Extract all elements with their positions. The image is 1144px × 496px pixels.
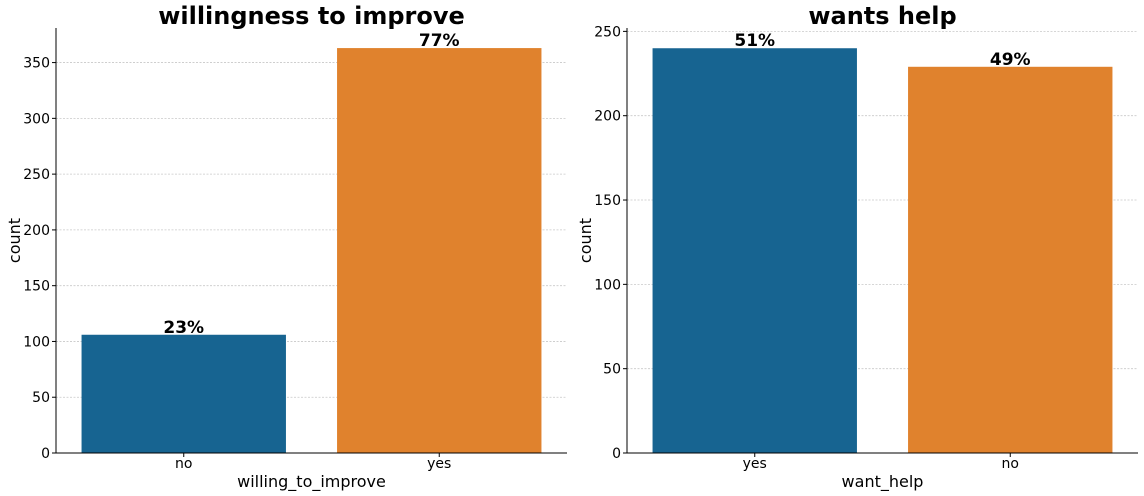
chart-title: willingness to improve: [158, 2, 465, 30]
y-tick-label: 150: [23, 279, 50, 295]
chart-title: wants help: [808, 2, 956, 30]
chart-wants-help: 51% yes 49% no 0 50 100 150 200 250 wants help want…: [576, 2, 1138, 492]
bar-no: [81, 334, 286, 453]
bar-label-yes: 51%: [734, 31, 775, 51]
y-tick-label: 200: [23, 223, 50, 239]
y-tick-label: 250: [594, 24, 621, 40]
bar-label-no: 49%: [990, 50, 1031, 70]
bar-yes: [337, 48, 542, 454]
bar-label-no: 23%: [163, 318, 204, 338]
y-tick-label: 300: [23, 111, 50, 127]
y-tick-label: 50: [603, 362, 621, 378]
x-tick-label: no: [1002, 456, 1019, 472]
x-tick-label: yes: [427, 456, 451, 472]
y-tick-label: 150: [594, 193, 621, 209]
y-tick-label: 0: [41, 446, 50, 462]
y-tick-label: 100: [594, 277, 621, 293]
x-tick-label: yes: [743, 456, 767, 472]
y-tick-label: 350: [23, 56, 50, 72]
y-tick-label: 0: [612, 446, 621, 462]
x-tick-label: no: [175, 456, 192, 472]
x-axis-label: want_help: [842, 472, 924, 492]
y-tick-label: 100: [23, 334, 50, 350]
chart-willingness: 23% no 77% yes 0 50 100 150 200 250 300 350 willingn…: [5, 2, 567, 492]
bar-label-yes: 77%: [419, 31, 460, 51]
y-axis-label: count: [5, 218, 24, 263]
y-tick-label: 250: [23, 167, 50, 183]
y-tick-label: 200: [594, 109, 621, 125]
bar-no: [908, 66, 1113, 454]
y-axis-label: count: [576, 218, 595, 263]
bar-yes: [652, 48, 857, 453]
x-axis-label: willing_to_improve: [237, 472, 386, 492]
y-tick-label: 50: [32, 390, 50, 406]
